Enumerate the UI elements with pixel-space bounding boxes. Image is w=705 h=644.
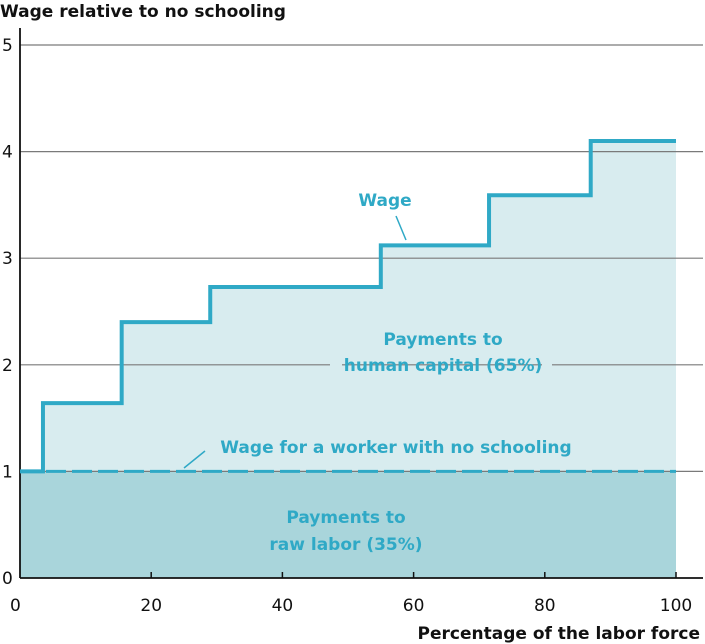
x-tick-label-60: 60: [403, 596, 425, 616]
human-capital-label-line1: Payments to: [383, 330, 502, 350]
x-tick-label-40: 40: [272, 596, 294, 616]
x-tick-label-80: 80: [534, 596, 556, 616]
x-tick-label-100: 100: [660, 596, 692, 616]
x-tick-label-0: 0: [10, 596, 21, 616]
y-tick-label-0: 0: [2, 569, 13, 589]
wage-step-line: [20, 138, 676, 474]
no-schooling-series-label: Wage for a worker with no schooling: [220, 438, 571, 458]
y-tick-label-4: 4: [2, 143, 13, 163]
raw-labor-region: [20, 471, 676, 578]
wage-series-label: Wage: [358, 191, 411, 211]
raw-labor-label-line1: Payments to: [286, 508, 405, 528]
human-capital-label-line2: human capital (65%): [344, 356, 543, 376]
y-tick-label-3: 3: [2, 249, 13, 269]
plot-area: 0 20 40 60 80 100 0 1 2 3 4 5: [2, 28, 703, 616]
y-tick-label-2: 2: [2, 356, 13, 376]
no-schooling-label-leader: [183, 450, 206, 469]
wage-label-leader: [395, 215, 407, 241]
raw-labor-label-line2: raw labor (35%): [269, 535, 422, 555]
y-axis-title: Wage relative to no schooling: [0, 2, 286, 22]
y-tick-label-5: 5: [2, 36, 13, 56]
x-tick-label-20: 20: [140, 596, 162, 616]
human-capital-region: [20, 140, 676, 472]
y-tick-label-1: 1: [2, 462, 13, 482]
x-axis-title: Percentage of the labor force: [418, 624, 700, 644]
